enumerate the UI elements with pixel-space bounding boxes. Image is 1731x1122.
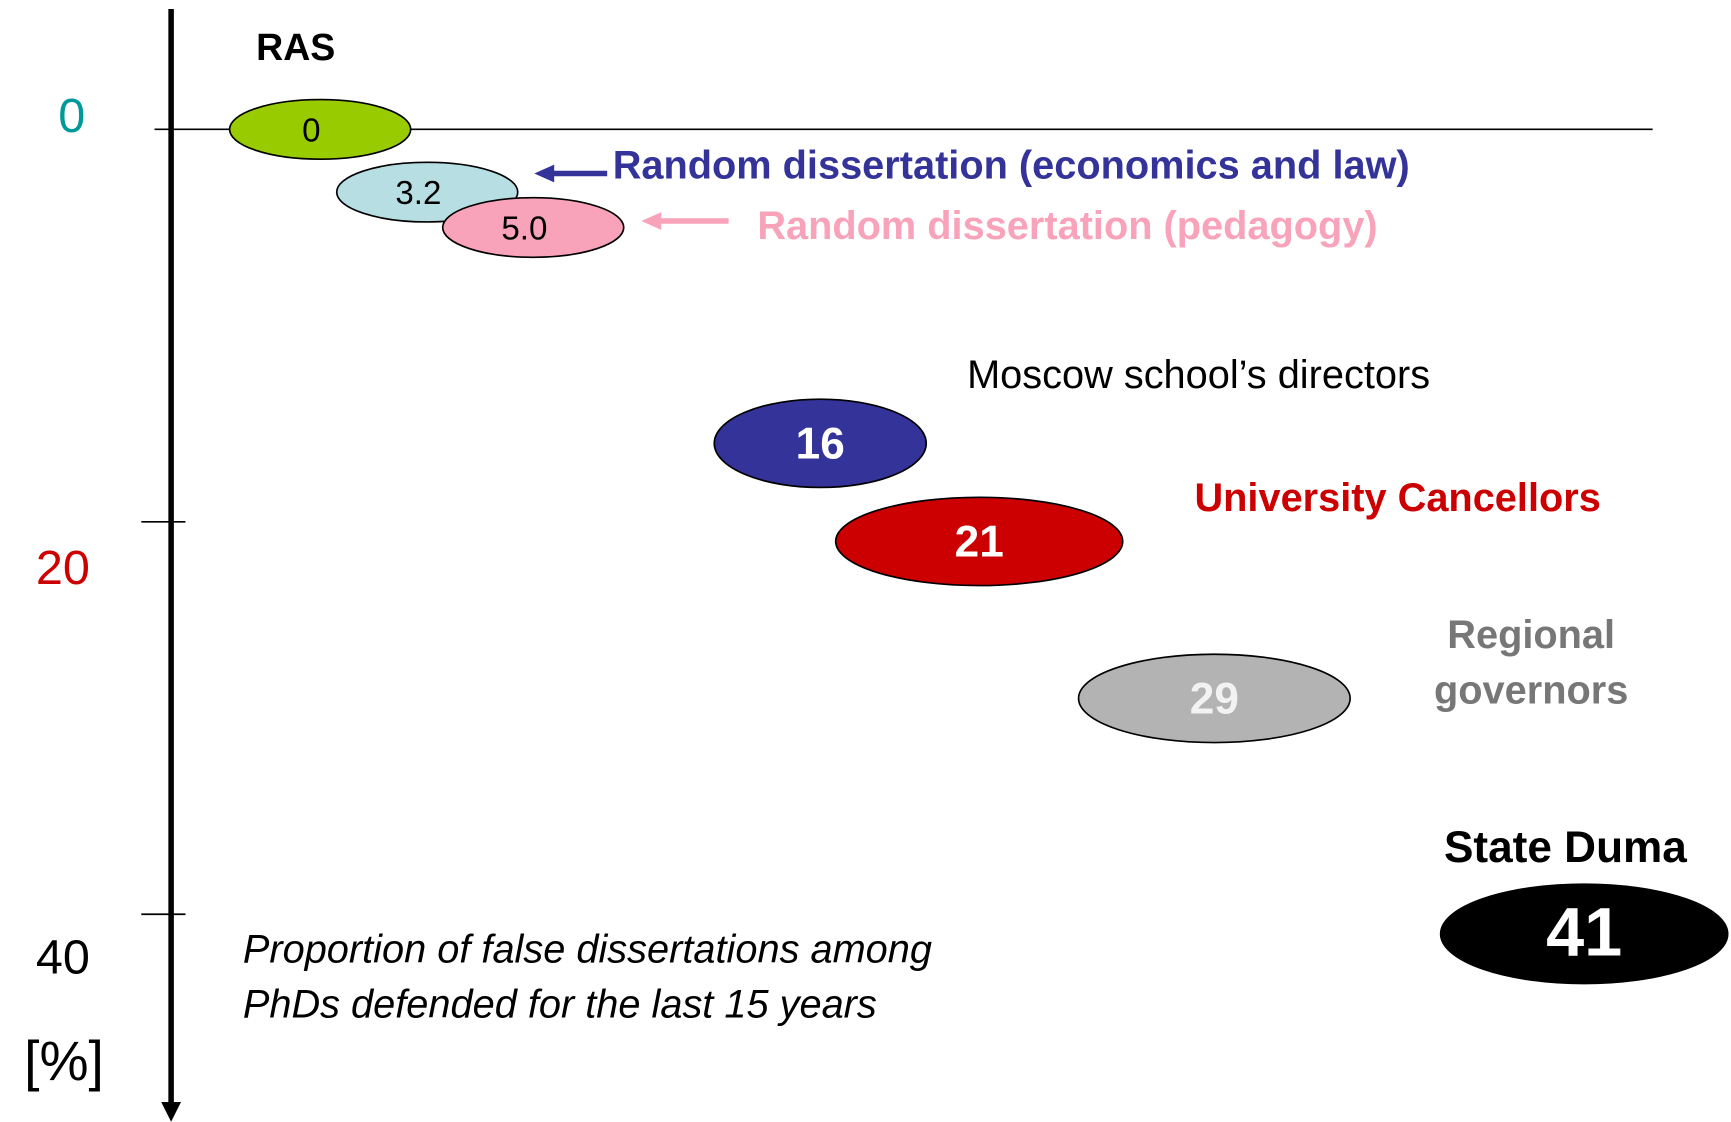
category-label: Random dissertation (pedagogy)	[757, 204, 1377, 248]
pointer-arrow-head	[534, 164, 555, 183]
value-label: 29	[1190, 674, 1239, 723]
category-label: RAS	[256, 26, 335, 68]
bubble	[1077, 653, 1351, 744]
y-tick-label: 20	[36, 541, 90, 595]
category-label: Moscow school’s directors	[967, 353, 1430, 397]
bubble	[713, 398, 928, 489]
category-label: State Duma	[1444, 823, 1687, 872]
pointer-arrow-head	[641, 212, 662, 230]
bubble	[834, 496, 1124, 587]
bubble	[441, 196, 625, 259]
category-label: Regional governors	[1434, 613, 1628, 712]
category-label: University Cancellors	[1194, 476, 1600, 520]
y-tick-label: 0	[58, 89, 85, 143]
value-label: 21	[955, 517, 1004, 566]
value-label: 3.2	[395, 175, 441, 212]
bubble	[228, 98, 412, 160]
category-label: Random dissertation (economics and law)	[613, 143, 1410, 187]
annotation: PhDs defended for the last 15 years	[243, 982, 877, 1026]
y-tick-label: 40	[36, 930, 90, 984]
axis-arrow	[161, 1101, 182, 1122]
value-label: 0	[302, 112, 320, 149]
bubble	[1439, 883, 1729, 985]
value-label: 5.0	[501, 211, 547, 248]
annotation: Proportion of false dissertations among	[243, 927, 932, 971]
value-label: 41	[1546, 893, 1622, 970]
y-axis-label: [%]	[24, 1030, 104, 1092]
value-label: 16	[796, 419, 845, 468]
